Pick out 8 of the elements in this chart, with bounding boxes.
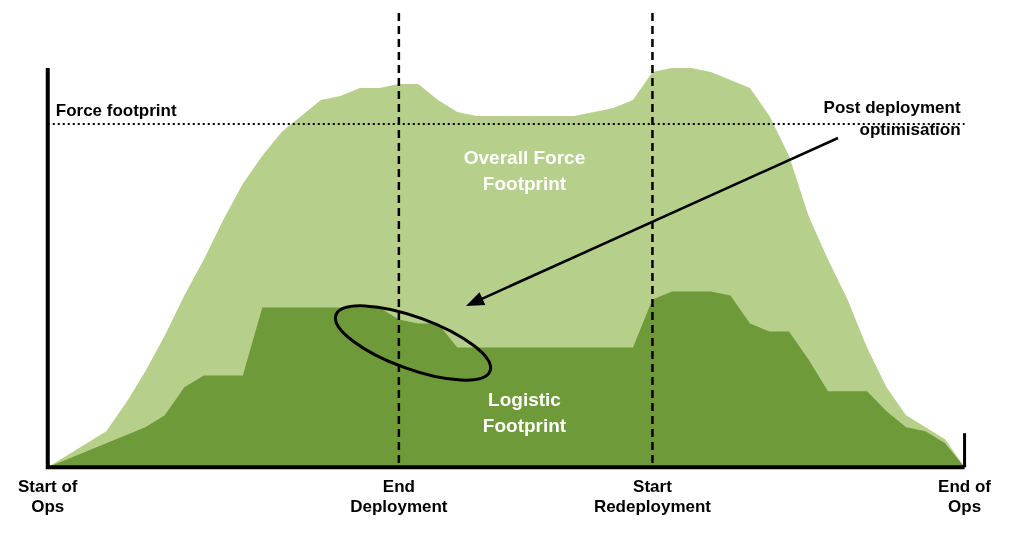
x-tick-label: End Deployment [350, 477, 448, 517]
ref-line-label: Force footprint [55, 100, 177, 120]
series-label: Overall Force Footprint [463, 146, 586, 194]
x-tick-label: Start Redeployment [593, 477, 712, 517]
annotation: Post deployment optimisation [823, 98, 961, 139]
series-label: Logistic Footprint [482, 388, 567, 436]
x-tick-label: End of Ops [938, 477, 992, 517]
x-tick-label: Start of Ops [18, 477, 78, 517]
